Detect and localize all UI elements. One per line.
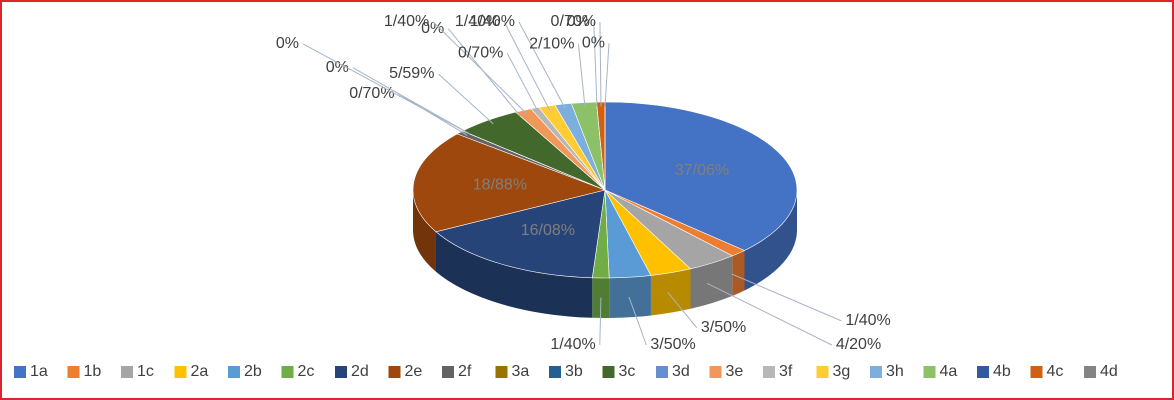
slice-side — [609, 275, 651, 318]
legend-swatch — [282, 366, 294, 378]
legend-label: 2b — [244, 363, 262, 380]
value-label: 0/70% — [551, 13, 596, 30]
value-label: 18/88% — [473, 176, 527, 193]
value-label: 1/40% — [384, 13, 429, 30]
legend-swatch — [335, 366, 347, 378]
legend-swatch — [389, 366, 401, 378]
value-label: 4/20% — [836, 336, 881, 353]
legend-label: 1b — [84, 363, 102, 380]
legend-swatch — [656, 366, 668, 378]
legend-label: 4a — [940, 363, 958, 380]
legend-swatch — [549, 366, 561, 378]
value-label: 1/40% — [470, 13, 515, 30]
legend-swatch — [14, 366, 26, 378]
legend-label: 4c — [1047, 363, 1064, 380]
legend-swatch — [1084, 366, 1096, 378]
legend-label: 1a — [30, 363, 48, 380]
slice-side — [732, 250, 744, 295]
legend-label: 3d — [672, 363, 690, 380]
chart: 37/06% 1/40% 4/20% 3/50% 3/50% 1/40% 16/08% 18/… — [0, 0, 1174, 400]
legend-label: 3e — [726, 363, 744, 380]
value-label: 5/59% — [389, 65, 434, 82]
value-label: 16/08% — [521, 222, 575, 239]
legend-swatch — [496, 366, 508, 378]
legend-swatch — [603, 366, 615, 378]
value-label: 0% — [326, 59, 349, 76]
legend-swatch — [121, 366, 133, 378]
value-label: 2/10% — [529, 35, 574, 52]
value-label: 0/70% — [458, 45, 503, 62]
value-label: 1/40% — [845, 312, 890, 329]
legend-label: 3c — [619, 363, 636, 380]
slice-side — [651, 269, 691, 316]
legend-label: 3b — [565, 363, 583, 380]
legend-swatch — [1031, 366, 1043, 378]
legend-label: 1c — [137, 363, 154, 380]
legend-label: 3f — [779, 363, 793, 380]
value-label: 3/50% — [650, 336, 695, 353]
legend-label: 3a — [512, 363, 530, 380]
value-label: 0% — [582, 34, 605, 51]
legend-label: 2d — [351, 363, 369, 380]
legend-swatch — [870, 366, 882, 378]
legend-swatch — [68, 366, 80, 378]
value-label: 0% — [276, 35, 299, 52]
legend-swatch — [977, 366, 989, 378]
legend-label: 3h — [886, 363, 904, 380]
value-label: 3/50% — [701, 319, 746, 336]
legend-swatch — [175, 366, 187, 378]
legend-label: 2f — [458, 363, 472, 380]
legend-label: 2e — [405, 363, 423, 380]
legend-label: 2a — [191, 363, 209, 380]
legend-swatch — [710, 366, 722, 378]
value-label: 1/40% — [550, 336, 595, 353]
legend-label: 4d — [1100, 363, 1118, 380]
legend-swatch — [442, 366, 454, 378]
value-label: 37/06% — [675, 162, 729, 179]
legend-swatch — [924, 366, 936, 378]
legend-swatch — [817, 366, 829, 378]
legend-label: 4b — [993, 363, 1011, 380]
legend-label: 2c — [298, 363, 315, 380]
legend-swatch — [763, 366, 775, 378]
legend-label: 3g — [833, 363, 851, 380]
legend-swatch — [228, 366, 240, 378]
